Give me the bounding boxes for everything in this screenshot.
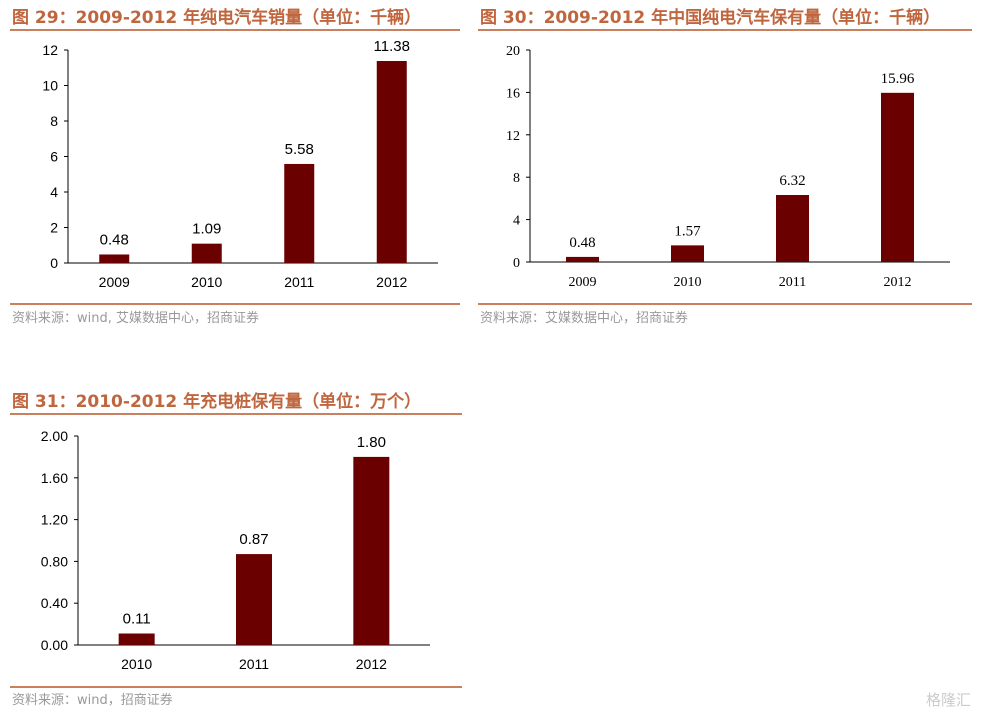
chart2-x-tick-label: 2011 — [779, 275, 806, 290]
chart3-bar-2011 — [236, 554, 272, 645]
chart2-data-label: 15.96 — [881, 71, 915, 87]
watermark-logo: 格隆汇 — [925, 692, 971, 709]
chart3-bar-2010 — [118, 633, 155, 645]
chart3-x-tick-label: 2012 — [356, 656, 387, 672]
chart3-y-tick-label: 0.40 — [41, 595, 68, 611]
chart3-y-tick-label: 0.80 — [41, 553, 68, 569]
chart1-data-label: 11.38 — [374, 38, 410, 55]
chart2-bar-2010 — [671, 245, 704, 262]
chart1-bottom-rule — [10, 303, 460, 305]
chart1-bar-2011 — [284, 163, 315, 263]
chart3-title: 图 31：2010-2012 年充电桩保有量（单位：万个） — [12, 392, 422, 412]
chart2-bar-2009 — [566, 256, 599, 262]
chart3-data-label: 0.11 — [123, 611, 151, 628]
chart2-x-tick-label: 2009 — [569, 275, 597, 290]
chart1-top-rule — [10, 29, 460, 31]
chart1-y-tick-label: 12 — [42, 42, 58, 58]
chart1-y-tick-label: 10 — [42, 78, 58, 94]
chart2-y-tick-label: 12 — [506, 129, 520, 144]
chart3-y-tick-label: 1.60 — [41, 470, 68, 486]
chart1-data-label: 5.58 — [285, 141, 314, 158]
chart2-bottom-rule — [478, 303, 972, 305]
chart2-y-tick-label: 8 — [513, 171, 520, 186]
chart3-data-label: 0.87 — [239, 531, 268, 548]
chart1-bar-2012 — [376, 61, 407, 263]
chart3-bottom-rule — [10, 686, 462, 688]
chart2-x-tick-label: 2012 — [884, 275, 912, 290]
chart3-data-label: 1.80 — [357, 434, 386, 451]
chart2-y-tick-label: 0 — [513, 256, 520, 271]
chart1-data-label: 1.09 — [192, 221, 221, 238]
chart1-bar-2010 — [191, 243, 222, 263]
chart1-x-tick-label: 2012 — [376, 274, 407, 290]
chart1-bar-2009 — [99, 254, 130, 263]
chart1-x-tick-label: 2010 — [191, 274, 222, 290]
chart2-source: 资料来源：艾媒数据中心，招商证券 — [480, 311, 689, 326]
chart1-y-tick-label: 6 — [50, 149, 58, 165]
chart2-data-label: 0.48 — [569, 235, 595, 251]
chart1-y-tick-label: 0 — [50, 255, 58, 271]
chart1-source: 资料来源：wind, 艾媒数据中心，招商证券 — [12, 311, 260, 326]
chart2-x-tick-label: 2010 — [674, 275, 702, 290]
chart1-data-label: 0.48 — [100, 231, 129, 248]
chart3-top-rule — [10, 413, 462, 415]
chart2-y-tick-label: 20 — [506, 44, 520, 59]
chart3-source: 资料来源：wind，招商证券 — [12, 693, 173, 708]
chart1-y-tick-label: 8 — [50, 113, 58, 129]
chart1-title: 图 29：2009-2012 年纯电汽车销量（单位：千辆） — [12, 8, 422, 28]
chart2-bar-2012 — [881, 92, 914, 262]
chart2-title: 图 30：2009-2012 年中国纯电汽车保有量（单位：千辆） — [480, 8, 941, 28]
chart1-x-tick-label: 2011 — [284, 274, 314, 290]
chart2-y-tick-label: 4 — [513, 214, 520, 229]
chart2-bar-2011 — [776, 195, 809, 262]
chart3-y-tick-label: 1.20 — [41, 512, 68, 528]
chart3-y-tick-label: 2.00 — [41, 428, 68, 444]
chart2-data-label: 6.32 — [779, 173, 805, 189]
chart1-y-tick-label: 2 — [50, 220, 58, 236]
chart1-x-tick-label: 2009 — [99, 274, 130, 290]
chart3-x-tick-label: 2011 — [239, 656, 269, 672]
chart3-x-tick-label: 2010 — [121, 656, 152, 672]
chart3-bar-2012 — [353, 456, 390, 645]
chart1-y-tick-label: 4 — [50, 184, 58, 200]
chart3-y-tick-label: 0.00 — [41, 637, 68, 653]
chart2-y-tick-label: 16 — [506, 86, 520, 101]
chart2-data-label: 1.57 — [674, 223, 701, 239]
chart2-top-rule — [478, 29, 972, 31]
